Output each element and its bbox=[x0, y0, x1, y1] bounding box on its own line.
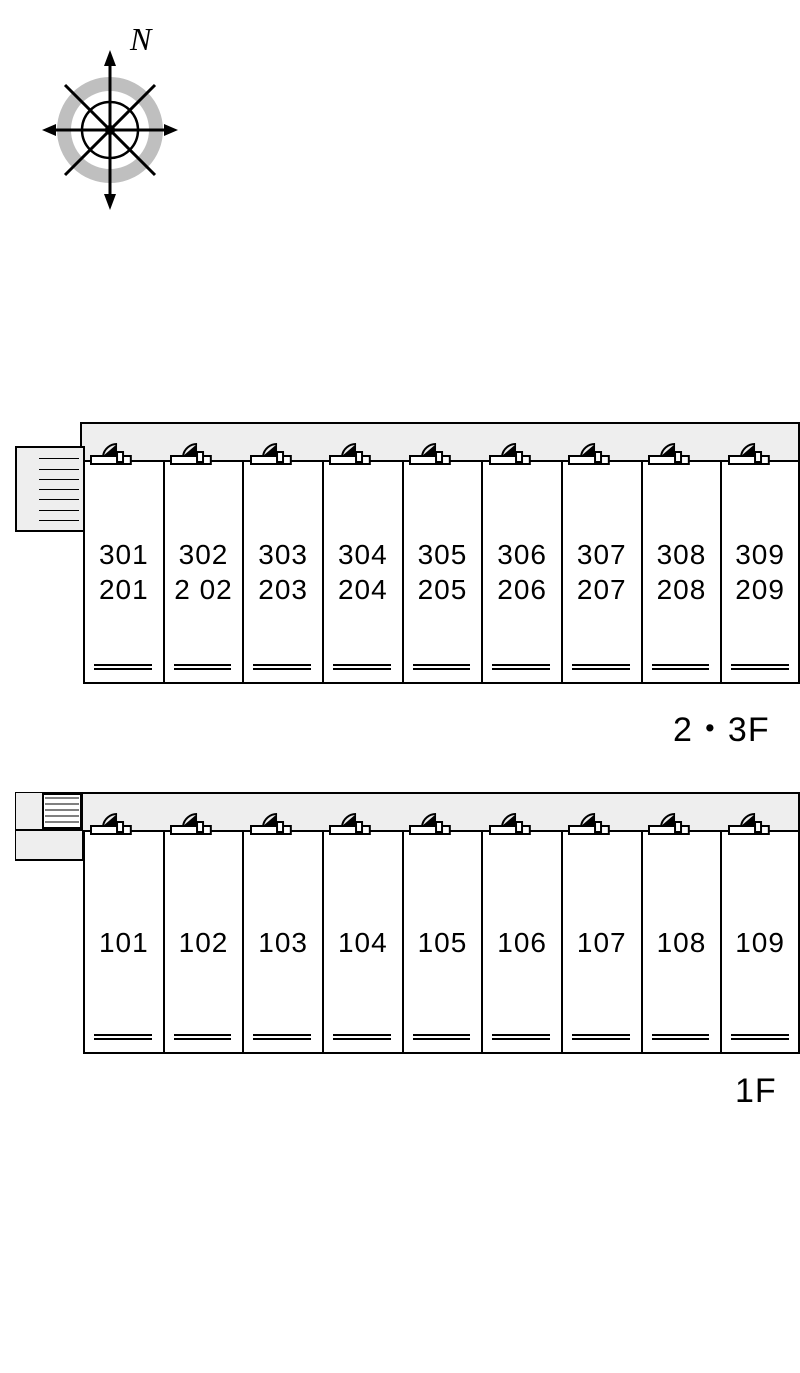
window-bar bbox=[572, 664, 629, 670]
window-bar bbox=[731, 664, 788, 670]
unit-number: 108 bbox=[657, 925, 707, 960]
door-icon bbox=[727, 438, 771, 466]
window-bar bbox=[413, 664, 470, 670]
unit-number: 308 bbox=[657, 537, 707, 572]
compass-rose: N bbox=[30, 20, 190, 215]
unit-number: 309 bbox=[735, 537, 785, 572]
window-bar bbox=[333, 664, 390, 670]
window-bar bbox=[492, 1034, 549, 1040]
unit-number: 207 bbox=[577, 572, 627, 607]
stairs bbox=[15, 792, 83, 862]
unit-number: 209 bbox=[735, 572, 785, 607]
door-icon bbox=[488, 438, 532, 466]
door-icon bbox=[408, 438, 452, 466]
door-icon bbox=[249, 808, 293, 836]
unit-cell: 301201 bbox=[83, 460, 163, 684]
unit-cell: 306206 bbox=[481, 460, 561, 684]
window-bar bbox=[652, 1034, 709, 1040]
window-bar bbox=[94, 1034, 151, 1040]
unit-cell: 104 bbox=[322, 830, 402, 1054]
floor-label: 1F bbox=[735, 1072, 777, 1111]
window-bar bbox=[253, 1034, 310, 1040]
door-icon bbox=[328, 438, 372, 466]
unit-number: 203 bbox=[258, 572, 308, 607]
window-bar bbox=[731, 1034, 788, 1040]
window-bar bbox=[174, 664, 231, 670]
unit-number: 303 bbox=[258, 537, 308, 572]
unit-row: 3012013022 02303203304204305205306206307… bbox=[83, 460, 800, 684]
door-icon bbox=[328, 808, 372, 836]
unit-cell: 109 bbox=[720, 830, 800, 1054]
window-bar bbox=[253, 664, 310, 670]
unit-number: 106 bbox=[497, 925, 547, 960]
window-bar bbox=[94, 664, 151, 670]
door-icon bbox=[647, 438, 691, 466]
floor-block-lower: 101 102 103 104 105 106 107 108 109 bbox=[15, 792, 785, 1054]
unit-number: 206 bbox=[497, 572, 547, 607]
unit-cell: 105 bbox=[402, 830, 482, 1054]
compass-label: N bbox=[129, 21, 153, 57]
unit-number: 109 bbox=[735, 925, 785, 960]
unit-cell: 106 bbox=[481, 830, 561, 1054]
floor-label: 2・3F bbox=[673, 702, 770, 751]
unit-cell: 305205 bbox=[402, 460, 482, 684]
unit-number: 301 bbox=[99, 537, 149, 572]
unit-number: 205 bbox=[418, 572, 468, 607]
unit-number: 302 bbox=[179, 537, 229, 572]
unit-number: 304 bbox=[338, 537, 388, 572]
door-icon bbox=[169, 808, 213, 836]
unit-number: 102 bbox=[179, 925, 229, 960]
unit-cell: 307207 bbox=[561, 460, 641, 684]
door-icon bbox=[727, 808, 771, 836]
unit-number: 105 bbox=[418, 925, 468, 960]
unit-number: 204 bbox=[338, 572, 388, 607]
door-icon bbox=[169, 438, 213, 466]
unit-cell: 309209 bbox=[720, 460, 800, 684]
door-icon bbox=[647, 808, 691, 836]
unit-cell: 303203 bbox=[242, 460, 322, 684]
unit-number: 306 bbox=[497, 537, 547, 572]
door-icon bbox=[408, 808, 452, 836]
unit-number: 103 bbox=[258, 925, 308, 960]
door-icon bbox=[567, 438, 611, 466]
door-icon bbox=[89, 808, 133, 836]
window-bar bbox=[572, 1034, 629, 1040]
stairs bbox=[15, 446, 85, 532]
unit-number: 104 bbox=[338, 925, 388, 960]
unit-cell: 308208 bbox=[641, 460, 721, 684]
unit-number: 201 bbox=[99, 572, 149, 607]
door-icon bbox=[567, 808, 611, 836]
window-bar bbox=[413, 1034, 470, 1040]
floor-block-upper: 3012013022 02303203304204305205306206307… bbox=[15, 422, 785, 684]
unit-cell: 107 bbox=[561, 830, 641, 1054]
door-icon bbox=[89, 438, 133, 466]
window-bar bbox=[652, 664, 709, 670]
window-bar bbox=[174, 1034, 231, 1040]
unit-cell: 108 bbox=[641, 830, 721, 1054]
window-bar bbox=[333, 1034, 390, 1040]
unit-number: 208 bbox=[657, 572, 707, 607]
unit-number: 107 bbox=[577, 925, 627, 960]
unit-cell: 3022 02 bbox=[163, 460, 243, 684]
unit-cell: 304204 bbox=[322, 460, 402, 684]
door-icon bbox=[249, 438, 293, 466]
unit-number: 2 02 bbox=[174, 572, 233, 607]
unit-cell: 101 bbox=[83, 830, 163, 1054]
unit-number: 305 bbox=[418, 537, 468, 572]
unit-number: 307 bbox=[577, 537, 627, 572]
door-icon bbox=[488, 808, 532, 836]
unit-row: 101 102 103 104 105 106 107 108 109 bbox=[83, 830, 800, 1054]
window-bar bbox=[492, 664, 549, 670]
unit-cell: 102 bbox=[163, 830, 243, 1054]
unit-number: 101 bbox=[99, 925, 149, 960]
unit-cell: 103 bbox=[242, 830, 322, 1054]
